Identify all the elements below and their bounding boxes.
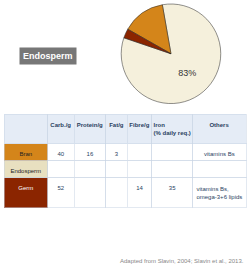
svg-text:Iron(% daily req.): Iron(% daily req.)	[154, 122, 191, 136]
svg-text:Bran: Bran	[19, 151, 32, 157]
svg-text:14: 14	[136, 185, 143, 191]
svg-text:35: 35	[169, 185, 176, 191]
svg-text:52: 52	[58, 185, 65, 191]
svg-text:Carb./g: Carb./g	[50, 122, 71, 128]
svg-text:83%: 83%	[178, 68, 196, 78]
svg-text:Germ: Germ	[18, 185, 33, 191]
svg-text:vitamins Bs,omega-3+6 lipids: vitamins Bs,omega-3+6 lipids	[196, 186, 242, 200]
svg-text:40: 40	[58, 151, 65, 157]
svg-text:Adapted from Slavin, 2004; Sla: Adapted from Slavin, 2004; Slavin et al.…	[120, 258, 244, 264]
svg-text:Fibre/g: Fibre/g	[129, 122, 149, 128]
svg-text:Fat/g: Fat/g	[109, 122, 124, 128]
svg-text:vitamins Bs: vitamins Bs	[204, 151, 235, 157]
svg-text:Protein/g: Protein/g	[77, 122, 103, 128]
svg-text:Endosperm: Endosperm	[10, 168, 41, 174]
svg-text:Others: Others	[209, 122, 229, 128]
svg-text:3: 3	[115, 151, 119, 157]
svg-text:16: 16	[87, 151, 94, 157]
svg-text:Endosperm: Endosperm	[23, 51, 73, 61]
